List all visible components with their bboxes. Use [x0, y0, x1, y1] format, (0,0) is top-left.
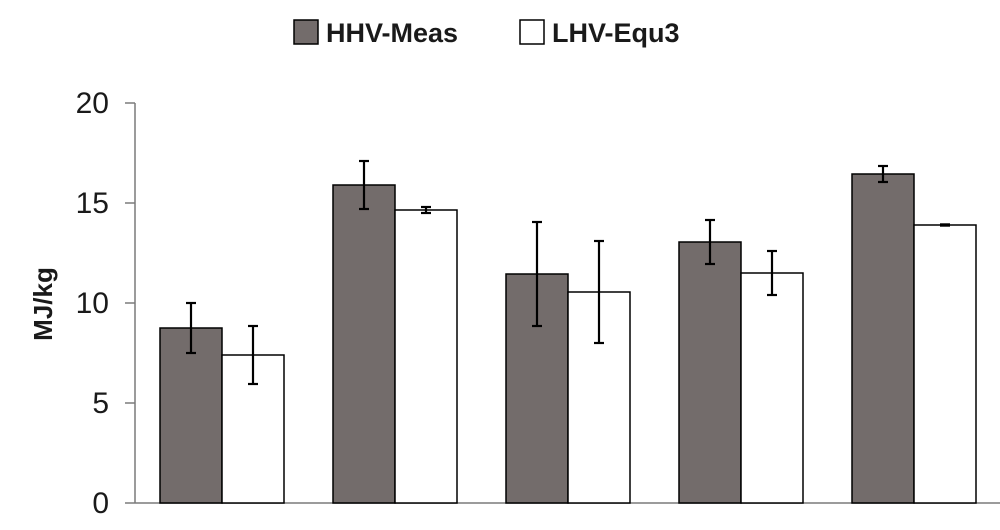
bars: [159, 159, 977, 504]
y-tick-label-2: 10: [76, 287, 109, 320]
y-axis-title: MJ/kg: [28, 267, 58, 341]
y-tick-label-0: 0: [92, 487, 109, 520]
bar-lhv-equ3-1: [394, 209, 458, 504]
y-tick-label-4: 20: [76, 87, 109, 120]
bar-lhv-equ3-3: [740, 272, 804, 504]
bar-hhv-meas-3: [678, 241, 742, 504]
bar-lhv-equ3-4: [913, 224, 977, 504]
legend: HHV-Meas LHV-Equ3: [293, 18, 680, 48]
legend-swatch-hhv-meas: [293, 19, 319, 45]
legend-label-hhv-meas: HHV-Meas: [326, 18, 458, 48]
legend-label-lhv-equ3: LHV-Equ3: [552, 18, 680, 48]
bar-hhv-meas-0: [159, 327, 223, 504]
bar-hhv-meas-1: [332, 184, 396, 504]
y-tick-label-1: 5: [92, 387, 109, 420]
bar-hhv-meas-4: [851, 173, 915, 504]
y-tick-label-3: 15: [76, 187, 109, 220]
legend-swatch-lhv-equ3: [519, 19, 545, 45]
